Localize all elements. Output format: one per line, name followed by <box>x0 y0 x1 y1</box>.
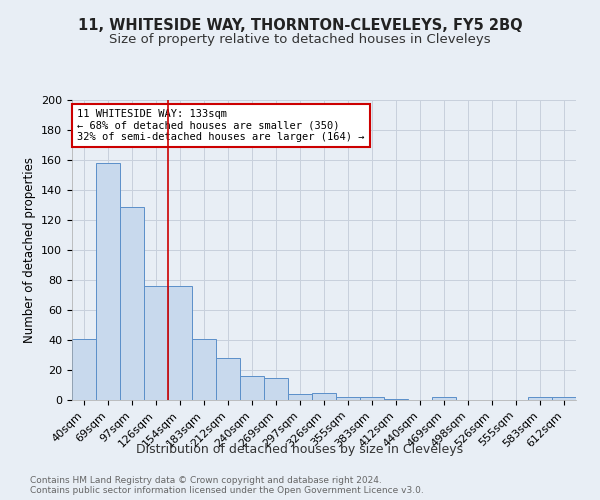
Text: 11, WHITESIDE WAY, THORNTON-CLEVELEYS, FY5 2BQ: 11, WHITESIDE WAY, THORNTON-CLEVELEYS, F… <box>77 18 523 32</box>
Bar <box>360 397 384 400</box>
Bar <box>96 163 120 400</box>
Bar <box>264 378 288 400</box>
Bar <box>312 392 336 400</box>
Bar <box>288 394 312 400</box>
Bar <box>216 358 240 400</box>
Text: Contains HM Land Registry data © Crown copyright and database right 2024.
Contai: Contains HM Land Registry data © Crown c… <box>30 476 424 495</box>
Bar <box>240 376 264 400</box>
Bar <box>72 338 96 400</box>
Bar <box>144 286 168 400</box>
Bar <box>432 397 456 400</box>
Bar <box>528 397 552 400</box>
Y-axis label: Number of detached properties: Number of detached properties <box>23 157 35 343</box>
Bar <box>168 286 192 400</box>
Bar <box>384 398 408 400</box>
Bar <box>120 206 144 400</box>
Text: Distribution of detached houses by size in Cleveleys: Distribution of detached houses by size … <box>136 442 464 456</box>
Bar <box>336 397 360 400</box>
Bar <box>192 338 216 400</box>
Text: Size of property relative to detached houses in Cleveleys: Size of property relative to detached ho… <box>109 32 491 46</box>
Text: 11 WHITESIDE WAY: 133sqm
← 68% of detached houses are smaller (350)
32% of semi-: 11 WHITESIDE WAY: 133sqm ← 68% of detach… <box>77 109 365 142</box>
Bar <box>552 397 576 400</box>
